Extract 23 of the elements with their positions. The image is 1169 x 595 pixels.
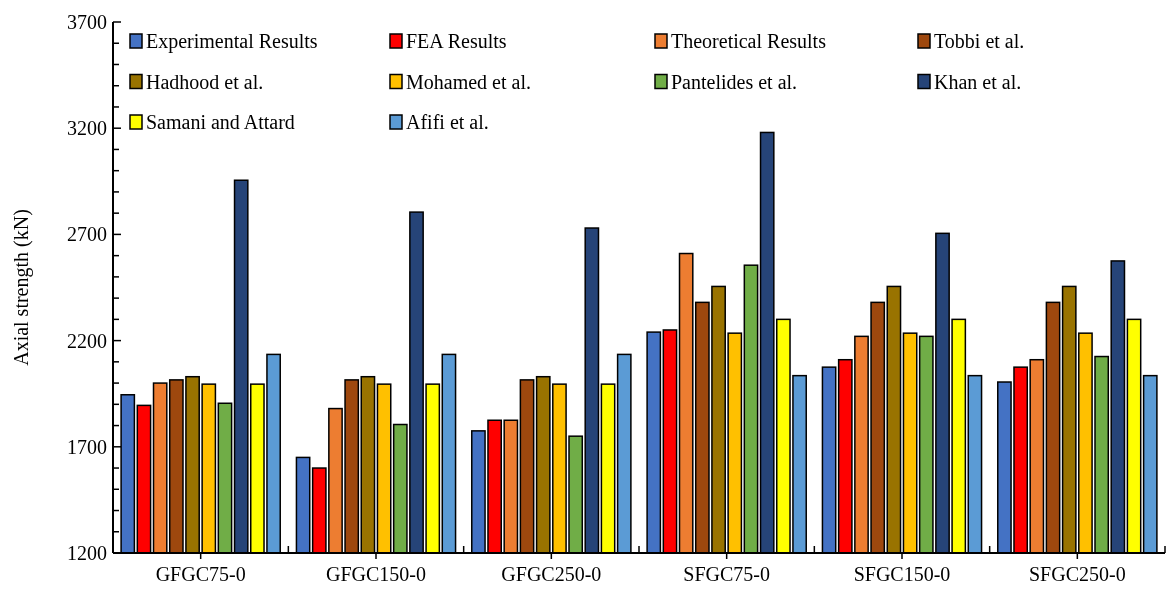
y-tick-label: 2700 [67,223,107,246]
legend-label: Theoretical Results [671,30,827,52]
x-tick-label: GFGC75-0 [155,563,246,585]
legend-label: Hadhood et al. [146,70,264,93]
x-tick-label: SFGC75-0 [683,563,771,585]
legend-label: Mohamed et al. [406,70,531,93]
x-tick-label: SFGC150-0 [853,563,951,585]
x-tick-label: GFGC150-0 [325,563,427,585]
y-tick-label: 3200 [67,117,107,140]
legend-label: FEA Results [406,30,507,52]
y-axis-title: Axial strength (kN) [10,209,33,366]
x-tick-label: GFGC250-0 [501,563,602,585]
legend-label: Samani and Attard [146,111,295,133]
x-tick-label: SFGC250-0 [1028,563,1126,585]
legend-label: Pantelides et al. [671,70,798,93]
legend-label: Afifi et al. [406,111,489,133]
legend-label: Khan et al. [934,70,1022,93]
y-tick-label: 1700 [67,435,107,458]
y-tick-label: 1200 [67,542,107,564]
legend-label: Tobbi et al. [934,30,1025,52]
y-tick-label: 2200 [67,329,107,352]
y-tick-label: 3700 [67,11,107,33]
legend-label: Experimental Results [146,30,318,53]
